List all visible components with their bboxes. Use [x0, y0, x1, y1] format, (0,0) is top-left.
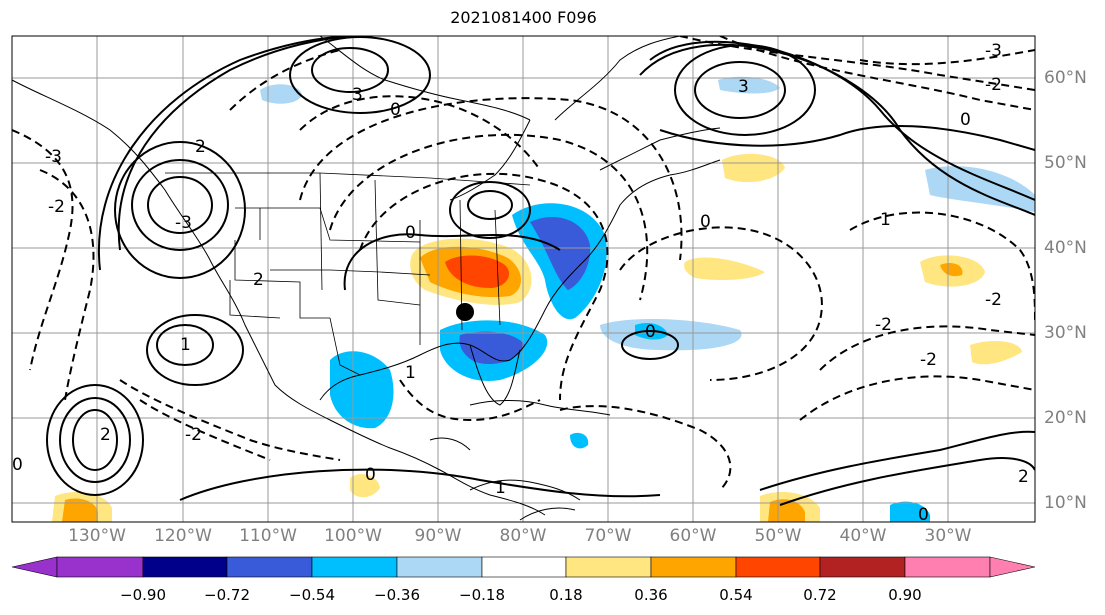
- colorbar-bin: [650, 556, 737, 578]
- longitude-label: 90°W: [414, 526, 462, 546]
- latitude-label: 10°N: [1044, 493, 1087, 513]
- contour-label: 0: [645, 322, 656, 342]
- colorbar-bin: [904, 556, 991, 578]
- contour-label: 0: [12, 455, 23, 475]
- contours-dashed: [12, 36, 1035, 491]
- warm-shade-tropics-1-core: [62, 498, 98, 522]
- contour-label: 0: [405, 223, 416, 243]
- contour-label: 3: [352, 85, 363, 105]
- location-marker: [456, 303, 474, 321]
- colorbar-bin: [735, 556, 821, 578]
- colorbar-tick-label: 0.72: [803, 586, 837, 604]
- colorbar: [11, 556, 1036, 578]
- colorbar-bin: [142, 556, 228, 578]
- contour-label: 0: [390, 100, 401, 120]
- colorbar-tick-label: −0.18: [459, 586, 505, 604]
- latitude-label: 30°N: [1044, 323, 1087, 343]
- colorbar-bin: [481, 556, 567, 578]
- longitude-label: 50°W: [754, 526, 802, 546]
- warm-shade-tropics-2-core: [768, 499, 805, 522]
- longitude-label: 80°W: [499, 526, 547, 546]
- longitude-label: 40°W: [839, 526, 887, 546]
- contour-label: 2: [253, 270, 264, 290]
- contour-label: -3: [175, 213, 192, 233]
- contour-label: -2: [985, 290, 1002, 310]
- cool-shade-gulf-inner: [459, 331, 525, 365]
- cool-shade-caribbean: [570, 432, 589, 449]
- contour-label: 0: [700, 212, 711, 232]
- contour-label: -2: [875, 315, 892, 335]
- latitude-label: 50°N: [1044, 153, 1087, 173]
- state-borders: [165, 172, 531, 376]
- colorbar-bin: [396, 556, 483, 578]
- longitude-label: 100°W: [324, 526, 382, 546]
- warm-shade-east-atlantic-core: [940, 263, 963, 277]
- contour-label: 1: [405, 363, 416, 383]
- contour-label: 2: [1018, 467, 1029, 487]
- cool-shade-south-atlantic: [890, 501, 930, 522]
- contour-label: 1: [495, 478, 506, 498]
- cool-shade-alaska: [260, 84, 302, 104]
- contour-label: 0: [918, 505, 929, 525]
- colorbar-bin: [819, 556, 906, 578]
- colorbar-tick-label: −0.90: [120, 586, 166, 604]
- latitude-label: 20°N: [1044, 408, 1087, 428]
- colorbar-tick-label: −0.72: [204, 586, 250, 604]
- contour-label: 2: [195, 137, 206, 157]
- longitude-label: 70°W: [584, 526, 632, 546]
- contour-label: -2: [920, 350, 937, 370]
- contour-label: -3: [985, 41, 1002, 61]
- contour-label: -2: [48, 197, 65, 217]
- contour-label: 2: [100, 425, 111, 445]
- warm-shade-mid-atlantic: [684, 257, 765, 280]
- colorbar-extend-high: [989, 556, 1036, 578]
- colorbar-tick-label: 0.36: [634, 586, 668, 604]
- contour-label: -3: [45, 147, 62, 167]
- latitude-label: 40°N: [1044, 238, 1087, 258]
- colorbar-tick-label: 0.54: [719, 586, 753, 604]
- contour-label: -2: [985, 75, 1002, 95]
- cool-shade-east-coast-inner: [530, 216, 591, 290]
- contour-label: 0: [365, 465, 376, 485]
- graticule: [12, 36, 1035, 522]
- longitude-label: 130°W: [68, 526, 126, 546]
- contour-label: 0: [960, 110, 971, 130]
- warm-shade-subtropic: [970, 340, 1022, 365]
- cool-shade-north-atlantic: [925, 166, 1035, 212]
- colorbar-bin: [56, 556, 144, 578]
- contour-label: 1: [880, 210, 891, 230]
- colorbar-tick-label: −0.36: [374, 586, 420, 604]
- colorbar-bin: [311, 556, 398, 578]
- contour-labels: -3 -2 -3 2 3 0 0 0 3 -2 -3 0 1 -2 -2 -2 …: [12, 41, 1029, 525]
- contour-label: 1: [180, 335, 191, 355]
- coastlines: [12, 36, 721, 521]
- longitude-label: 110°W: [239, 526, 297, 546]
- longitude-label: 60°W: [669, 526, 717, 546]
- colorbar-tick-label: −0.54: [289, 586, 335, 604]
- warm-shade-pacific-mexico: [350, 474, 380, 498]
- colorbar-tick-label: 0.90: [888, 586, 922, 604]
- map-frame: [11, 35, 1036, 523]
- contour-label: 3: [738, 77, 749, 97]
- colorbar-bin: [226, 556, 313, 578]
- colorbar-extend-low: [11, 556, 58, 578]
- map-title: 2021081400 F096: [450, 8, 597, 27]
- latitude-label: 60°N: [1044, 68, 1087, 88]
- contours-solid: [46, 36, 1035, 506]
- colorbar-bin: [565, 556, 652, 578]
- cool-shade-greenland: [718, 76, 780, 94]
- contour-label: -2: [185, 425, 202, 445]
- colorbar-tick-label: 0.18: [549, 586, 583, 604]
- longitude-label: 30°W: [924, 526, 972, 546]
- longitude-label: 120°W: [154, 526, 212, 546]
- warm-shade-labrador: [722, 153, 785, 183]
